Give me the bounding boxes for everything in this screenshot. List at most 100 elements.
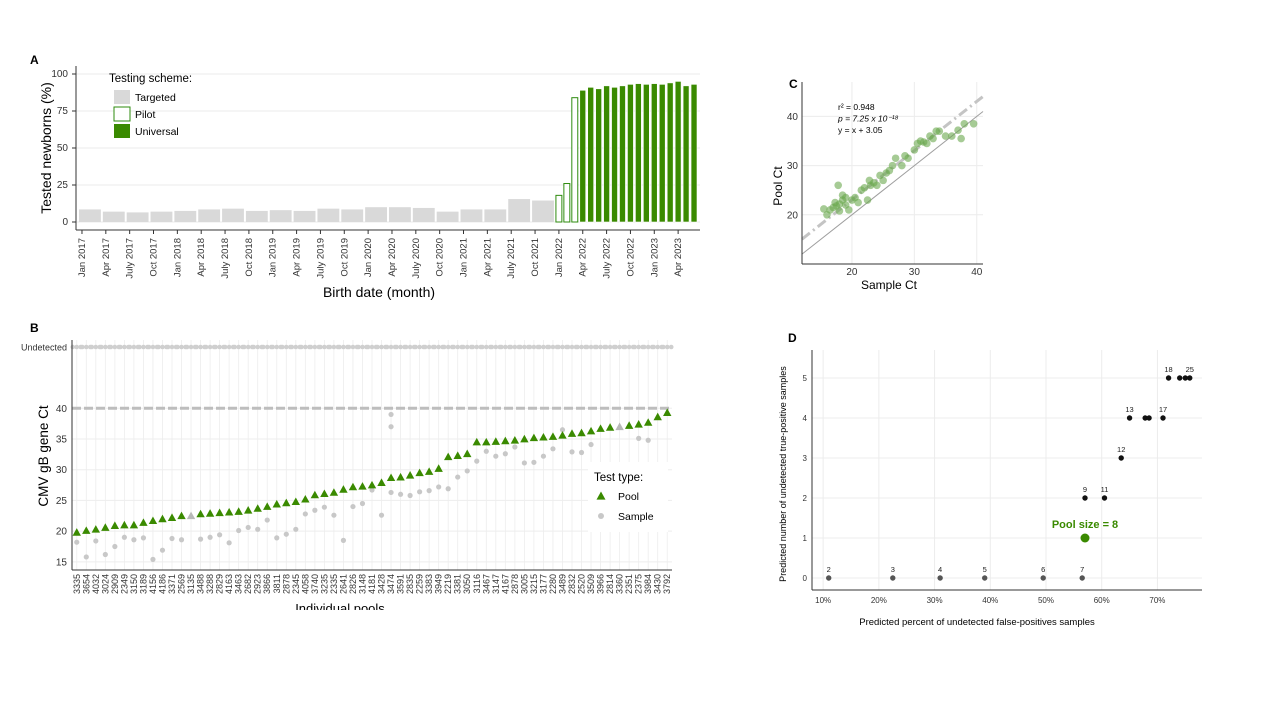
sample-point-undetected xyxy=(341,344,346,350)
x-tick-label: 3116 xyxy=(472,574,482,593)
sample-point-undetected xyxy=(460,344,466,350)
sample-point xyxy=(474,458,480,464)
sample-point-undetected xyxy=(489,344,495,350)
sample-point-undetected xyxy=(203,344,209,350)
sample-point-undetected xyxy=(303,344,308,350)
x-tick-label: 3428 xyxy=(377,574,387,594)
bar-targeted xyxy=(436,211,459,222)
sample-point-undetected xyxy=(641,344,647,350)
sample-point-undetected xyxy=(245,344,251,350)
sample-point-undetected xyxy=(579,344,584,350)
sample-point-undetected xyxy=(503,344,508,350)
sample-point-undetected xyxy=(217,344,222,350)
bar-universal xyxy=(651,83,658,223)
pool-point xyxy=(224,507,234,516)
y-tick-label: 0 xyxy=(803,574,808,583)
sample-point-undetected xyxy=(83,344,89,350)
x-tick-label: 2835 xyxy=(405,574,415,594)
sample-point-undetected xyxy=(255,344,261,350)
pool-point xyxy=(510,436,520,444)
sample-point-undetected xyxy=(531,344,537,350)
point-label: 11 xyxy=(1101,485,1109,494)
pool-point xyxy=(310,490,320,499)
sample-point xyxy=(112,543,118,550)
point-label: 17 xyxy=(1159,405,1167,414)
sample-point-undetected xyxy=(79,344,85,350)
pool-point xyxy=(234,507,243,515)
x-tick-label: 3509 xyxy=(586,574,596,594)
x-tick-label: July 2022 xyxy=(602,238,613,279)
x-tick-label: 2826 xyxy=(348,574,358,594)
pool-point xyxy=(453,451,462,459)
data-point xyxy=(826,575,832,581)
point-label: 7 xyxy=(1080,565,1084,574)
x-tick-label: July 2019 xyxy=(315,238,326,279)
pool-point xyxy=(405,471,415,479)
sample-point-undetected xyxy=(194,344,199,350)
sample-point-undetected xyxy=(455,344,461,350)
sample-point-undetected xyxy=(445,344,451,350)
sample-point xyxy=(302,511,308,517)
sample-point-undetected xyxy=(360,344,365,350)
sample-point-undetected xyxy=(165,344,171,350)
sample-point-undetected xyxy=(594,344,599,350)
sample-point xyxy=(426,488,432,494)
y-axis-title: Tested newborns (%) xyxy=(38,82,54,214)
sample-point-undetected xyxy=(426,344,432,350)
data-point xyxy=(898,161,906,170)
x-tick-label: 3591 xyxy=(396,574,406,594)
highlight-label: Pool size = 8 xyxy=(1052,519,1118,531)
x-tick-label: 3949 xyxy=(434,574,444,594)
x-tick-label: 2280 xyxy=(548,574,558,594)
sample-point xyxy=(293,526,299,532)
pool-point xyxy=(529,433,539,442)
y-axis-title: Predicted number of undetected true-posi… xyxy=(778,366,788,582)
sample-point xyxy=(350,503,356,510)
sample-point-undetected xyxy=(146,344,152,350)
data-point xyxy=(863,196,872,204)
sample-point-undetected xyxy=(617,344,622,350)
pool-point xyxy=(367,480,377,489)
data-point xyxy=(873,181,881,190)
sample-point-undetected xyxy=(441,344,447,350)
panel-label-b: B xyxy=(30,321,39,335)
sample-point-undetected xyxy=(556,344,561,350)
sample-point-undetected xyxy=(651,344,657,350)
bar-targeted xyxy=(484,209,507,222)
bar-targeted xyxy=(269,210,292,222)
data-point xyxy=(910,146,919,154)
x-tick-label: 40% xyxy=(982,596,998,605)
sample-point xyxy=(226,540,232,546)
sample-point-undetected xyxy=(499,344,504,350)
sample-point-undetected xyxy=(226,344,232,350)
sample-point-undetected xyxy=(108,344,114,350)
sample-point-undetected xyxy=(470,344,476,350)
data-point xyxy=(1101,495,1108,501)
sample-point xyxy=(578,449,585,456)
pool-point xyxy=(501,436,510,445)
pool-point xyxy=(596,424,605,432)
y-tick-label: 25 xyxy=(57,180,69,191)
x-tick-label: 3371 xyxy=(167,574,177,594)
sample-point-undetected xyxy=(394,344,399,350)
pool-point xyxy=(491,437,501,445)
y-axis-title: CMV gB gene Ct xyxy=(36,405,51,507)
data-point xyxy=(1165,375,1172,381)
sample-point-undetected xyxy=(236,344,241,350)
data-point xyxy=(1187,375,1193,381)
x-axis-title: Sample Ct xyxy=(861,278,918,292)
point-label: 5 xyxy=(983,565,987,574)
x-tick-label: Apr 2022 xyxy=(578,238,589,277)
x-tick-label: 3177 xyxy=(538,574,548,594)
sample-point-undetected xyxy=(403,344,409,350)
sample-point-undetected xyxy=(74,344,80,350)
pool-point xyxy=(272,499,281,508)
x-tick-label: 20 xyxy=(846,267,858,278)
data-point xyxy=(835,207,844,215)
x-tick-label: 3866 xyxy=(262,574,272,594)
sample-point-undetected xyxy=(512,344,518,350)
x-tick-label: Oct 2022 xyxy=(625,238,636,277)
